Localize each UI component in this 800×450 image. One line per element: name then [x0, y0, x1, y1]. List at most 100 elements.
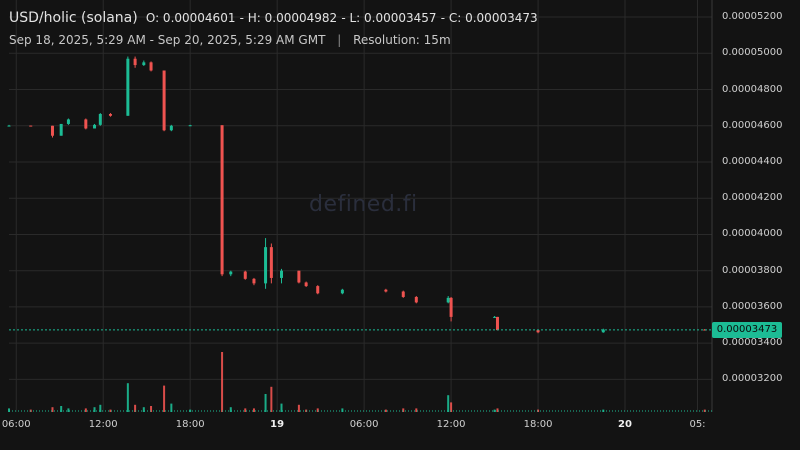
y-tick-label: 0.00003200: [722, 373, 783, 385]
candle-body: [401, 291, 405, 297]
watermark: defined.fi: [309, 192, 418, 217]
x-tick-label: 19: [270, 419, 285, 430]
candle-body: [162, 70, 166, 131]
candle-body: [264, 247, 268, 284]
volume-bar: [134, 404, 137, 412]
candle-body: [384, 289, 388, 292]
candle-body: [252, 278, 256, 284]
y-tick-label: 0.00005200: [722, 11, 783, 23]
volume-bar: [447, 395, 450, 412]
candle-body: [243, 271, 247, 279]
candle-body: [449, 297, 453, 317]
volume-bar: [170, 403, 173, 412]
volume-bar: [142, 407, 145, 412]
x-tick-label: 06:00: [1, 419, 31, 430]
candle-body: [304, 282, 308, 287]
y-tick-label: 0.00005000: [722, 47, 783, 59]
x-tick-label: 12:00: [88, 419, 118, 430]
x-tick-label: 18:00: [175, 419, 205, 430]
ohlc-close: C: 0.00003473: [448, 11, 538, 25]
volume-bar: [493, 409, 496, 412]
volume-bar: [496, 408, 499, 412]
volume-bar: [8, 408, 10, 412]
volume-bar: [402, 408, 405, 412]
candle-body: [142, 62, 146, 66]
volume-bar: [415, 408, 418, 412]
y-tick-label: 0.00003600: [722, 300, 783, 312]
date-range: Sep 18, 2025, 5:29 AM - Sep 20, 2025, 5:…: [9, 33, 326, 47]
volume-bar: [189, 409, 192, 412]
x-tick-label: 12:00: [436, 419, 466, 430]
separator: |: [337, 33, 342, 47]
volume-bar: [384, 409, 387, 412]
y-tick-label: 0.00003400: [722, 337, 783, 349]
y-tick-label: 0.00004800: [722, 83, 783, 95]
volume-bar: [99, 404, 102, 412]
candle-body: [493, 316, 497, 318]
candle-body: [269, 247, 273, 278]
volume-bar: [316, 408, 319, 412]
volume-bar: [450, 402, 453, 412]
candle-body: [133, 58, 137, 66]
candle-body: [29, 125, 33, 127]
volume-bar: [252, 408, 255, 412]
candle-body: [66, 119, 70, 124]
volume-bar: [341, 408, 344, 412]
volume-bar: [163, 385, 166, 412]
x-tick-label: 05:: [689, 419, 706, 430]
candle-body: [703, 329, 707, 331]
candle-body: [446, 297, 450, 303]
x-tick-label: 18:00: [523, 419, 553, 430]
ohlc-high: H: 0.00004982: [247, 11, 338, 25]
volume-bar: [93, 407, 96, 412]
y-tick-label: 0.00004200: [722, 192, 783, 204]
resolution-label: Resolution: 15m: [353, 33, 451, 47]
candle-body: [93, 124, 97, 129]
volume-bar: [264, 394, 267, 412]
ohlc-open: O: 0.00004601: [145, 11, 236, 25]
candle-body: [601, 329, 605, 333]
volume-bar: [537, 409, 540, 412]
candle-body: [7, 125, 11, 127]
y-tick-label: 0.00004400: [722, 155, 783, 167]
candle-body: [59, 123, 63, 136]
chart-subheader: Sep 18, 2025, 5:29 AM - Sep 20, 2025, 5:…: [9, 33, 451, 47]
y-tick-label: 0.00003800: [722, 264, 783, 276]
candle-body: [169, 125, 173, 131]
candle-body: [126, 58, 130, 116]
volume-bar: [703, 409, 706, 412]
candle-body: [84, 119, 88, 129]
candle-body: [229, 271, 233, 275]
volume-bar: [84, 408, 87, 412]
ohlc-low: L: 0.00003457: [349, 11, 437, 25]
candle-body: [280, 270, 284, 278]
candle-body: [316, 286, 320, 294]
volume-bar: [150, 406, 153, 412]
candle-body: [297, 270, 301, 283]
pair-title: USD/holic (solana): [9, 10, 138, 26]
volume-bar: [109, 409, 112, 412]
candle-body: [220, 125, 224, 275]
volume-bar: [244, 408, 247, 412]
volume-bar: [126, 383, 129, 412]
volume-bar: [280, 403, 283, 412]
candle-body: [414, 296, 418, 303]
volume-bar: [229, 407, 232, 412]
candle-body: [340, 289, 344, 294]
candle-body: [536, 330, 540, 333]
y-tick-label: 0.00004000: [722, 228, 783, 240]
candle-body: [495, 316, 499, 331]
candle-body: [188, 125, 192, 127]
chart-header: USD/holic (solana) O: 0.00004601 - H: 0.…: [9, 10, 538, 26]
volume-bar: [221, 352, 224, 412]
x-tick-label: 06:00: [349, 419, 379, 430]
candle-body: [149, 62, 153, 71]
y-tick-label: 0.00004600: [722, 119, 783, 131]
volume-bar: [51, 407, 54, 412]
volume-bar: [60, 406, 63, 412]
volume-bar: [297, 404, 300, 412]
candle-body: [98, 113, 102, 125]
last-price-badge: 0.00003473: [712, 321, 782, 338]
x-tick-label: 20: [618, 419, 632, 430]
